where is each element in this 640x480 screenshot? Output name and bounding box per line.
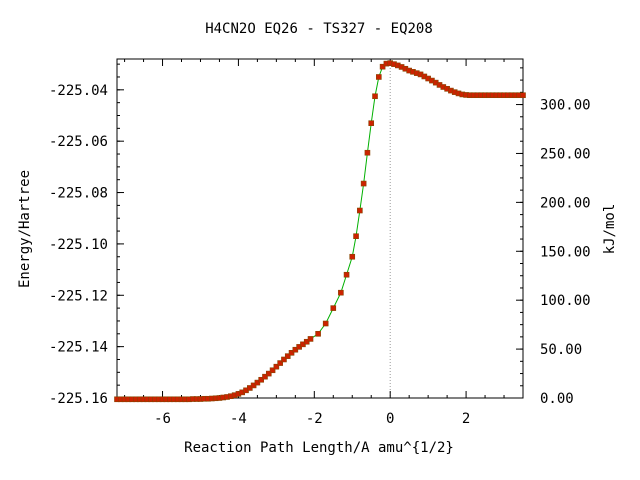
y-tick-label: -225.14 bbox=[49, 340, 108, 356]
y2-tick-label: 150.00 bbox=[540, 244, 591, 260]
series-markers bbox=[114, 60, 526, 403]
x-tick-label: 0 bbox=[386, 411, 394, 427]
y2-tick-label: 100.00 bbox=[540, 293, 591, 309]
data-point bbox=[303, 338, 310, 345]
data-point bbox=[315, 330, 321, 337]
data-point bbox=[281, 356, 287, 363]
y-tick-label: -225.08 bbox=[49, 186, 108, 202]
data-point bbox=[349, 253, 356, 260]
data-point bbox=[269, 367, 276, 374]
y-tick-label: -225.10 bbox=[49, 237, 108, 253]
data-point bbox=[250, 382, 257, 389]
series-line bbox=[117, 62, 523, 400]
y-tick-label: -225.12 bbox=[49, 288, 108, 304]
series-line-layer bbox=[117, 62, 523, 400]
data-point bbox=[343, 271, 350, 278]
data-point bbox=[338, 289, 344, 296]
data-point bbox=[353, 233, 359, 239]
y-axis-left: -225.04 -225.06 -225.08 -225.10 -225.12 -225.… bbox=[49, 63, 124, 407]
x-tick-label: -4 bbox=[230, 411, 247, 427]
y-tick-label: -225.06 bbox=[49, 134, 108, 150]
data-point bbox=[292, 346, 299, 353]
data-point bbox=[364, 149, 371, 156]
y2-tick-label: 300.00 bbox=[540, 98, 591, 114]
x-axis: -6 -4 -2 0 2 bbox=[124, 59, 524, 427]
data-point bbox=[258, 376, 264, 383]
y-axis-right: 300.00 250.00 200.00 150.00 100.00 50.00 0.00 bbox=[516, 67, 591, 407]
y2-tick-label: 50.00 bbox=[540, 342, 582, 358]
chart-title: H4CN2O EQ26 - TS327 - EQ208 bbox=[205, 21, 433, 37]
x-axis-label: Reaction Path Length/A amu^{1/2} bbox=[184, 440, 454, 456]
y2-tick-label: 200.00 bbox=[540, 195, 591, 211]
y-tick-label: -225.04 bbox=[49, 83, 108, 99]
y-axis-label: Energy/Hartree bbox=[17, 170, 33, 288]
data-point bbox=[372, 93, 378, 100]
y2-tick-label: 250.00 bbox=[540, 146, 591, 162]
y-tick-label: -225.16 bbox=[49, 391, 108, 407]
plot-frame bbox=[116, 58, 524, 399]
data-point bbox=[379, 63, 386, 70]
x-tick-label: -6 bbox=[154, 411, 171, 427]
data-point bbox=[322, 320, 329, 327]
data-point bbox=[368, 120, 375, 126]
data-point bbox=[307, 336, 314, 342]
data-point bbox=[288, 349, 295, 356]
data-point bbox=[376, 74, 382, 80]
data-point bbox=[265, 370, 272, 377]
x-tick-label: 2 bbox=[462, 411, 470, 427]
data-point bbox=[273, 363, 280, 370]
data-point bbox=[330, 305, 337, 311]
data-point bbox=[277, 360, 283, 366]
y2-axis-label: kJ/mol bbox=[602, 204, 618, 255]
data-point bbox=[254, 379, 261, 386]
data-point bbox=[360, 180, 367, 187]
data-point bbox=[357, 207, 363, 214]
data-point bbox=[284, 353, 291, 359]
y2-tick-label: 0.00 bbox=[540, 391, 574, 407]
x-tick-label: -2 bbox=[306, 411, 323, 427]
data-point bbox=[262, 373, 268, 380]
data-point bbox=[520, 92, 526, 99]
